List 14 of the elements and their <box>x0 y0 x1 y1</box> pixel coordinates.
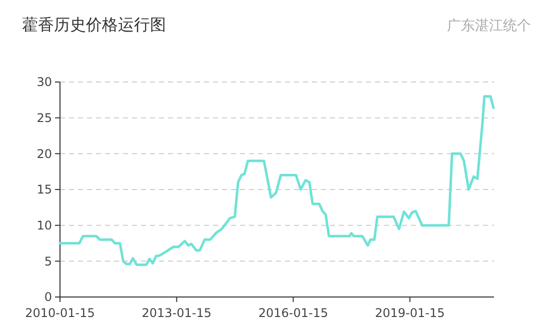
y-tick-label: 5 <box>44 254 52 268</box>
chart-title: 藿香历史价格运行图 <box>22 15 166 34</box>
x-tick-label: 2010-01-15 <box>25 306 95 320</box>
x-tick-label: 2019-01-15 <box>375 306 445 320</box>
line-series <box>58 95 495 266</box>
y-tick-label: 10 <box>36 218 52 233</box>
y-tick-label: 0 <box>44 290 52 304</box>
y-tick-label: 20 <box>36 146 52 161</box>
y-tick-label: 15 <box>36 182 52 197</box>
y-tick-label: 25 <box>36 111 52 126</box>
x-tick-label: 2016-01-15 <box>258 306 328 320</box>
chart-subtitle: 广东湛江统个 <box>447 18 531 34</box>
x-tick-label: 2013-01-15 <box>142 306 212 320</box>
y-tick-label: 30 <box>36 75 52 90</box>
